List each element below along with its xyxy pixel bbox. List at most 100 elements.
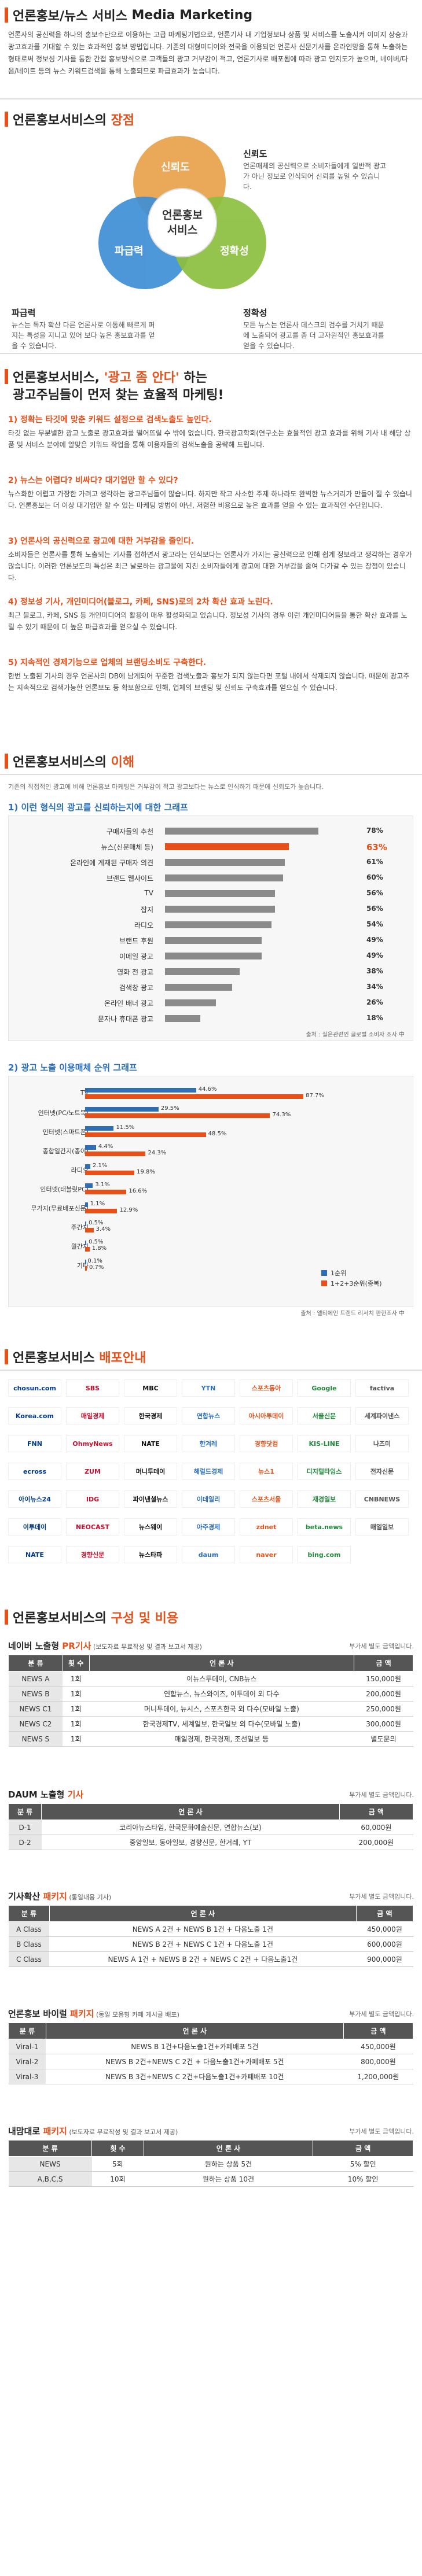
chart2-category-label: 라디오 — [71, 1167, 89, 1174]
pricing-cell: NEWS A 2건 + NEWS B 1건 + 다음노출 1건 — [49, 1921, 357, 1937]
media-logo: 경향신문 — [66, 1546, 119, 1563]
chart1-category-label: 뉴스(신문매체 등) — [101, 843, 153, 851]
pricing-cell: 5회 — [91, 2156, 144, 2172]
chart2-value-first: 0.5% — [89, 1220, 104, 1226]
chart1-value-label: 18% — [366, 1014, 383, 1022]
chart2-value-total: 19.8% — [137, 1169, 155, 1175]
media-logo: 머니투데이 — [124, 1463, 177, 1480]
chart2-bar-total — [85, 1266, 87, 1271]
pricing-row: NEWS 5회 원하는 상품 5건 5% 할인 — [8, 2156, 413, 2172]
pricing-cell: NEWS A — [8, 1671, 63, 1686]
media-logo: 재경일보 — [298, 1490, 351, 1508]
media-logo: NATE — [8, 1546, 61, 1563]
media-logo: 아주경제 — [182, 1518, 235, 1536]
chart1-category-label: TV — [144, 889, 153, 897]
pricing-title-accent: 패키지 — [43, 2126, 67, 2136]
pricing-title-sub: (동일 모음형 카페 게시글 배포) — [94, 2011, 179, 2018]
pricing-header-cell: 분 류 — [8, 1905, 50, 1922]
media-logo: 뉴스웨이 — [124, 1518, 177, 1536]
chart1-bar — [165, 874, 283, 881]
media-logo: bing.com — [298, 1546, 351, 1563]
pricing-header-cell: 금 액 — [339, 1803, 414, 1820]
pricing-cell: B Class — [8, 1936, 50, 1952]
pricing-cell: A Class — [8, 1921, 50, 1937]
title-bar-marker — [5, 1349, 8, 1364]
qa-question: 3) 언론사의 공신력으로 광고에 대한 거부감을 줄인다. — [8, 537, 195, 546]
pricing-title-sub: (보도자료 무료작성 및 결과 보고서 제공) — [67, 2128, 178, 2136]
pricing-header-cell: 언 론 사 — [143, 2140, 314, 2157]
chart2-value-first: 44.6% — [198, 1086, 217, 1093]
chart2-bar-first — [85, 1221, 87, 1226]
chart1-category-label: 이메일 광고 — [119, 953, 153, 961]
pricing-header-cell: 분 류 — [8, 1655, 63, 1671]
chart1-subtitle: 1) 이런 형식의 광고를 신뢰하는지에 대한 그래프 — [8, 802, 188, 813]
pricing-title-sub: (보도자료 무료작성 및 결과 보고서 제공) — [91, 1643, 202, 1651]
media-logo: CNBNEWS — [355, 1490, 409, 1508]
chart2-bar-total — [85, 1171, 135, 1175]
pricing-table-title: DAUM 노출형 기사 — [8, 1788, 83, 1800]
chart1-bar — [165, 937, 262, 944]
pricing-title-main: DAUM 노출형 — [8, 1789, 68, 1800]
vat-note: 부가세 별도 금액입니다. — [349, 1643, 414, 1650]
pricing-cell: 원하는 상품 10건 — [144, 2171, 313, 2187]
pricing-cell: 원하는 상품 5건 — [144, 2156, 313, 2172]
chart1-value-label: 63% — [366, 842, 387, 852]
media-logo: 스포츠동아 — [240, 1379, 293, 1397]
legend-swatch-2 — [321, 1280, 327, 1286]
qa-answer: 타깃 없는 무분별한 광고 노출로 광고효과를 떨어뜨릴 수 밖에 없습니다. … — [8, 429, 411, 449]
section-subtitle-efficient: 광고주님들이 먼저 찾는 효율적 마케팅! — [13, 385, 224, 403]
pricing-cell: Viral-2 — [8, 2054, 46, 2069]
media-logo: 스포츠서울 — [240, 1490, 293, 1508]
pricing-cell: NEWS — [8, 2156, 92, 2172]
pricing-row: Viral-1 NEWS B 1건+다음노출1건+카페배포 5건 450,000원 — [8, 2039, 413, 2054]
venn-label-trust: 신뢰도 — [161, 161, 190, 174]
chart1-value-label: 49% — [366, 936, 383, 944]
merit-text-accuracy: 모든 뉴스는 언론사 데스크의 검수를 거치기 때문에 노출되어 광고를 좀 더… — [243, 321, 384, 350]
media-logo: 디지털타임스 — [298, 1463, 351, 1480]
venn-center-label: 언론홍보 서비스 — [162, 209, 203, 237]
chart2-bar-total — [85, 1228, 94, 1232]
chart2-category-label: TV — [80, 1089, 89, 1097]
pricing-header-cell: 금 액 — [354, 1655, 413, 1671]
chart2-category-label: 주간지 — [71, 1224, 89, 1231]
title-suffix: 하는 — [184, 371, 207, 385]
media-logo: NATE — [124, 1435, 177, 1452]
media-logo: KIS-LINE — [298, 1435, 351, 1452]
media-logo: 아시아투데이 — [240, 1407, 293, 1424]
chart1-value-label: 78% — [366, 826, 383, 835]
chart2-bar-first — [85, 1241, 87, 1245]
pricing-cell: 1,200,000원 — [343, 2069, 413, 2084]
pricing-header-cell: 언 론 사 — [49, 1905, 357, 1922]
pricing-title-accent: 기사 — [67, 1789, 84, 1800]
chart1-value-label: 56% — [366, 905, 383, 913]
chart2-value-first: 29.5% — [160, 1105, 179, 1112]
media-logo: 뉴스타파 — [124, 1546, 177, 1563]
chart1-value-label: 60% — [366, 873, 383, 881]
media-logo: 뉴스1 — [240, 1463, 293, 1480]
chart2-category-label: 인터넷(PC/노트북) — [38, 1109, 89, 1117]
vat-note: 부가세 별도 금액입니다. — [349, 2128, 414, 2135]
media-logo: 매일일보 — [355, 1518, 409, 1536]
chart1-bar — [165, 968, 240, 975]
pricing-cell: Viral-3 — [8, 2069, 46, 2084]
chart1-value-label: 61% — [366, 858, 383, 866]
pricing-cell: C Class — [8, 1951, 50, 1967]
media-logo: 서울신문 — [298, 1407, 351, 1424]
chart2-bar-first — [85, 1126, 114, 1131]
title-bar-marker — [5, 369, 8, 384]
chart2-bar-first — [85, 1260, 86, 1264]
media-logo: FNN — [8, 1435, 61, 1452]
chart2-bar-total — [85, 1152, 146, 1156]
pricing-cell: NEWS C2 — [8, 1716, 63, 1732]
chart2-bar-total — [85, 1094, 304, 1099]
title-bar-marker — [5, 754, 8, 769]
pricing-cell: 1회 — [63, 1671, 90, 1686]
legend-label-2: 1+2+3순위(종복) — [331, 1280, 382, 1287]
chart2-subtitle: 2) 광고 노출 이용매체 순위 그래프 — [8, 1062, 137, 1073]
qa-question: 4) 정보성 기사, 개인미디어(블로그, 카페, SNS)로의 2차 확산 효… — [8, 597, 273, 607]
chart2-bar-first — [85, 1202, 88, 1207]
